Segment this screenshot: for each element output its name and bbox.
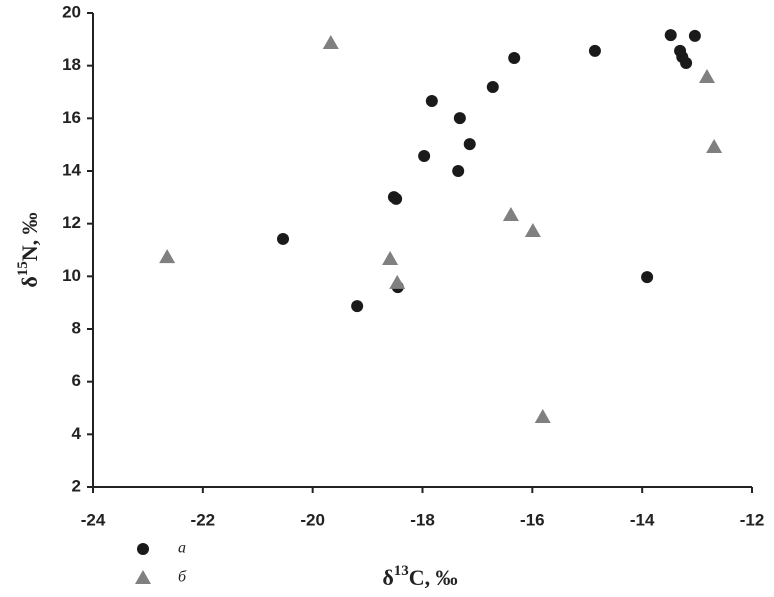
legend-label: а	[178, 540, 186, 557]
triangle-point	[524, 223, 541, 238]
x-tick-label: -12	[740, 510, 765, 529]
x-tick-label: -18	[410, 510, 435, 529]
y-axis-label: δ15N, ‰	[15, 212, 42, 287]
x-tick-label: -22	[191, 510, 216, 529]
circle-point	[588, 44, 601, 57]
y-label-sup: 15	[15, 261, 31, 276]
triangle-point	[389, 274, 406, 289]
circle-point	[641, 271, 654, 284]
circle-point	[425, 94, 438, 107]
y-tick-label: 20	[62, 2, 81, 21]
circle-point	[680, 57, 693, 70]
circle-point	[277, 232, 290, 245]
circle-point	[351, 300, 364, 313]
y-tick-label: 10	[62, 266, 81, 285]
y-tick-label: 18	[62, 55, 81, 74]
y-tick-label: 16	[62, 108, 81, 127]
triangle-point	[502, 206, 519, 221]
x-label-main: δ	[382, 565, 393, 590]
triangle-point	[698, 68, 715, 83]
x-axis-label: δ13C, ‰	[382, 563, 457, 590]
triangle-point	[322, 35, 339, 50]
circle-point	[688, 29, 701, 42]
circle-point	[508, 52, 521, 65]
circle-point	[453, 112, 466, 125]
circle-point	[664, 29, 677, 42]
y-tick-label: 6	[72, 371, 81, 390]
circle-point	[463, 138, 476, 151]
x-tick-label: -14	[630, 510, 655, 529]
triangle-point	[534, 408, 551, 423]
y-label-main: δ	[17, 276, 42, 287]
x-tick-label: -24	[81, 510, 106, 529]
triangle-point	[159, 249, 176, 264]
legend-marker	[137, 543, 149, 555]
x-label-sup: 13	[394, 563, 409, 579]
x-tick-label: -16	[520, 510, 545, 529]
circle-point	[486, 80, 499, 93]
x-label-rest: C, ‰	[409, 565, 458, 590]
circle-point	[418, 149, 431, 162]
triangle-point	[706, 139, 723, 154]
circle-point	[452, 165, 465, 177]
y-tick-label: 4	[72, 424, 82, 443]
legend-label: б	[178, 569, 187, 586]
y-tick-label: 12	[62, 213, 81, 232]
y-tick-label: 2	[72, 476, 81, 495]
legend-marker	[135, 570, 151, 584]
y-label-rest: N, ‰	[17, 212, 42, 261]
x-tick-label: -20	[300, 510, 325, 529]
y-tick-label: 14	[62, 160, 81, 179]
triangle-point	[382, 250, 399, 265]
circle-point	[390, 192, 403, 205]
y-tick-label: 8	[72, 318, 81, 337]
